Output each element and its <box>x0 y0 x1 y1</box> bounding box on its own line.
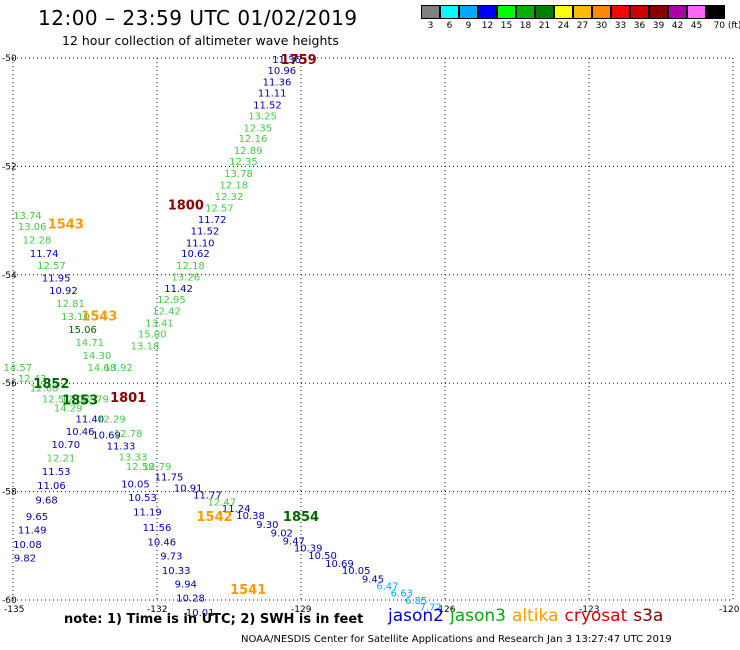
wave-height-label: 13.78 <box>224 169 253 180</box>
pass-time-label: 1801 <box>110 391 146 406</box>
wave-height-label: 10.05 <box>121 479 150 490</box>
wave-height-label: 13.06 <box>18 222 47 233</box>
wave-height-label: 11.36 <box>263 77 292 88</box>
wave-height-label: 11.10 <box>186 238 215 249</box>
wave-height-label: 14.71 <box>75 338 104 349</box>
wave-height-label: 13.25 <box>248 111 277 122</box>
wave-height-label: 11.33 <box>107 442 136 453</box>
wave-height-label: 10.46 <box>66 427 95 438</box>
wave-height-label: 10.62 <box>181 249 210 260</box>
wave-height-label: 13.26 <box>171 272 200 283</box>
satellite-cryosat: cryosat <box>565 606 628 626</box>
satellite-s3a: s3a <box>633 606 663 626</box>
wave-height-label: 13.92 <box>104 363 133 374</box>
wave-height-label: 12.81 <box>56 299 85 310</box>
wave-height-label: 9.82 <box>14 554 36 565</box>
pass-time-label: 1853 <box>62 393 98 408</box>
wave-height-label: 10.70 <box>51 440 80 451</box>
wave-height-label: 12.57 <box>205 204 234 215</box>
pass-time-label: 1542 <box>197 510 233 525</box>
wave-height-label: 10.46 <box>147 537 176 548</box>
wave-height-label: 14.57 <box>3 363 32 374</box>
wave-height-label: 10.08 <box>13 540 42 551</box>
wave-height-label: 15.00 <box>138 329 167 340</box>
wave-height-label: 11.42 <box>164 284 193 295</box>
wave-height-label: 9.68 <box>35 496 57 507</box>
wave-height-label: 13.74 <box>13 211 42 222</box>
satellite-legend: jason2 jason3 altika cryosat s3a <box>388 606 669 626</box>
wave-height-points: 11.3610.9611.3611.1111.5213.2512.3512.16… <box>3 55 441 619</box>
lat-label: -58 <box>2 488 17 498</box>
map-axis-labels: -50-52-54-56-58-60-135 -132 -129 -126 -123 -1… <box>2 54 740 615</box>
wave-height-label: 11.74 <box>30 249 59 260</box>
wave-height-label: 12.29 <box>97 414 126 425</box>
wave-height-label: 15.06 <box>68 325 97 336</box>
map-grid <box>13 58 733 600</box>
pass-time-label: 1543 <box>81 309 117 324</box>
wave-height-label: 12.57 <box>37 261 66 272</box>
pass-time-label: 1543 <box>48 217 84 232</box>
pass-time-label: 1759 <box>281 53 317 68</box>
lat-label: -50 <box>2 54 17 64</box>
wave-height-label: 11.49 <box>18 526 47 537</box>
credit-line: NOAA/NESDIS Center for Satellite Applica… <box>241 634 672 645</box>
wave-height-label: 12.95 <box>157 295 186 306</box>
wave-height-label: 11.11 <box>258 89 287 100</box>
wave-height-label: 10.33 <box>162 566 191 577</box>
pass-time-label: 1854 <box>283 510 319 525</box>
pass-time-label: 1800 <box>168 198 204 213</box>
wave-height-label: 12.78 <box>114 429 143 440</box>
wave-height-label: 12.42 <box>152 307 181 318</box>
wave-height-label: 12.32 <box>215 192 244 203</box>
wave-height-label: 12.18 <box>176 261 205 272</box>
wave-height-label: 11.95 <box>42 274 71 285</box>
wave-height-label: 10.28 <box>176 593 205 604</box>
wave-height-label: 9.94 <box>175 580 197 591</box>
wave-height-label: 9.65 <box>26 512 48 523</box>
wave-height-label: 14.30 <box>83 351 112 362</box>
wave-height-label: 10.53 <box>128 493 157 504</box>
wave-height-label: 11.75 <box>155 472 184 483</box>
wave-height-label: 11.53 <box>42 467 71 478</box>
pass-time-label: 1541 <box>230 583 266 598</box>
lat-label: -52 <box>2 162 17 172</box>
pass-time-label: 1852 <box>33 377 69 392</box>
wave-height-label: 13.41 <box>145 318 174 329</box>
wave-height-label: 12.35 <box>243 123 272 134</box>
wave-height-label: 12.89 <box>234 146 263 157</box>
wave-height-label: 10.92 <box>49 286 78 297</box>
satellite-jason3: jason3 <box>450 606 506 626</box>
lon-label: -120 <box>719 605 740 615</box>
wave-height-label: 11.52 <box>253 101 282 112</box>
wave-height-label: 12.35 <box>229 157 258 168</box>
wave-height-label: 11.72 <box>198 215 227 226</box>
satellite-jason2: jason2 <box>388 606 444 626</box>
wave-height-label: 11.56 <box>143 523 172 534</box>
wave-height-label: 12.16 <box>239 134 268 145</box>
lat-label: -56 <box>2 379 17 389</box>
wave-height-label: 13.18 <box>131 341 160 352</box>
footnote: note: 1) Time is in UTC; 2) SWH is in fe… <box>64 612 363 627</box>
wave-height-label: 12.21 <box>47 453 76 464</box>
wave-height-label: 12.18 <box>219 180 248 191</box>
wave-height-label: 11.52 <box>191 226 220 237</box>
wave-height-label: 11.19 <box>133 508 162 519</box>
satellite-altika: altika <box>512 606 559 626</box>
wave-height-label: 12.28 <box>23 236 52 247</box>
wave-height-label: 9.73 <box>160 552 182 563</box>
wave-height-label: 11.06 <box>37 481 66 492</box>
lat-label: -54 <box>2 271 17 281</box>
lon-label: -135 <box>4 605 24 615</box>
